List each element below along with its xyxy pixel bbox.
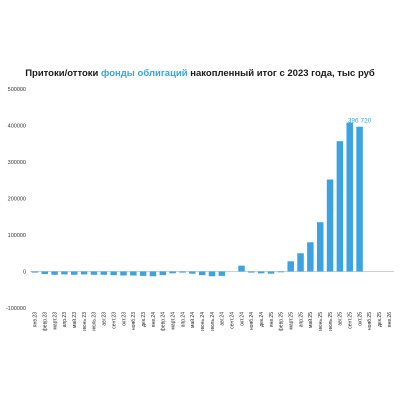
- bar: [41, 271, 49, 275]
- x-tick-label: июнь.25: [318, 312, 324, 331]
- bar: [31, 271, 39, 273]
- y-tick-label: 200000: [8, 197, 26, 203]
- x-tick-label: март.25: [289, 312, 295, 330]
- x-tick-label: авг.24: [220, 312, 226, 326]
- y-tick-label: 400000: [8, 124, 26, 130]
- y-tick-label: 100000: [8, 233, 26, 239]
- bar: [238, 265, 245, 272]
- data-label: 396 720: [348, 118, 372, 125]
- y-tick-label: -100000: [6, 306, 26, 312]
- x-tick-label: сент.24: [229, 312, 235, 329]
- chart-title-highlight: фонды облигаций: [101, 68, 188, 79]
- bar: [100, 271, 108, 275]
- x-tick-label: нояб.24: [249, 312, 255, 330]
- x-tick-label: нояб.25: [367, 312, 373, 330]
- x-tick-label: апр.23: [62, 312, 68, 327]
- x-tick-label: янв.26: [387, 312, 393, 327]
- bar: [218, 271, 226, 276]
- bar: [336, 141, 344, 272]
- bar: [90, 271, 98, 275]
- bar: [149, 271, 157, 277]
- bar: [110, 271, 117, 276]
- bar: [51, 271, 58, 275]
- x-tick-label: дек.23: [141, 312, 147, 327]
- x-tick-label: май.25: [307, 312, 314, 328]
- y-tick-label: 300000: [8, 160, 26, 166]
- bar: [277, 271, 285, 273]
- bar: [316, 222, 324, 272]
- x-tick-label: янв.23: [33, 312, 39, 327]
- x-tick-label: окт.23: [121, 312, 127, 326]
- bar: [257, 271, 265, 274]
- x-tick-label: март.24: [170, 312, 176, 330]
- bar: [130, 271, 137, 276]
- bar: [356, 126, 363, 272]
- x-tick-label: дек.25: [377, 312, 383, 327]
- x-tick-label: май.23: [71, 312, 78, 328]
- bar: [139, 271, 147, 276]
- bar: [287, 261, 294, 272]
- x-tick-label: июль.24: [210, 312, 216, 331]
- x-tick-label: нояб.23: [131, 312, 137, 330]
- bar: [189, 271, 196, 274]
- x-tick-label: янв.25: [269, 312, 275, 327]
- x-tick-label: сент.23: [111, 312, 117, 329]
- x-tick-label: май.24: [189, 312, 196, 328]
- x-tick-label: авг.25: [338, 312, 344, 326]
- x-tick-label: июль.25: [328, 312, 334, 331]
- bar: [198, 271, 206, 276]
- x-tick-label: авг.23: [102, 312, 108, 326]
- y-tick-label: 0: [23, 270, 26, 276]
- bar: [297, 253, 304, 272]
- bar: [169, 271, 176, 274]
- chart-title-prefix: Притоки/оттоки: [25, 68, 102, 79]
- x-tick-label: окт.24: [239, 312, 245, 326]
- bar: [179, 271, 186, 273]
- bar: [208, 271, 216, 277]
- x-tick-label: апр.25: [298, 312, 304, 327]
- bar: [346, 122, 353, 272]
- chart-title: Притоки/оттоки фонды облигаций накопленн…: [0, 68, 400, 79]
- bar: [248, 271, 255, 273]
- bar: [71, 271, 78, 275]
- x-tick-label: дек.24: [259, 312, 265, 327]
- bar: [267, 271, 275, 274]
- x-tick-label: апр.24: [180, 312, 186, 327]
- x-tick-label: февр.25: [279, 312, 285, 332]
- x-tick-label: окт.25: [357, 312, 363, 326]
- bar: [326, 179, 334, 272]
- bar: [159, 271, 167, 276]
- x-tick-label: сент.25: [348, 312, 354, 329]
- bar: [80, 271, 88, 275]
- bar: [307, 242, 314, 272]
- x-tick-label: март.23: [52, 312, 58, 330]
- x-tick-label: февр.24: [161, 312, 167, 332]
- y-tick-label: 500000: [8, 87, 26, 93]
- x-tick-label: июнь.23: [82, 312, 88, 331]
- x-tick-label: февр.23: [43, 312, 49, 332]
- x-tick-label: июнь.24: [200, 312, 206, 331]
- bar: [61, 271, 68, 275]
- x-tick-label: июль.23: [92, 312, 98, 331]
- x-tick-label: янв.24: [151, 312, 157, 327]
- bar: [120, 271, 127, 276]
- chart-title-suffix: накопленный итог с 2023 года, тыс руб: [187, 68, 375, 79]
